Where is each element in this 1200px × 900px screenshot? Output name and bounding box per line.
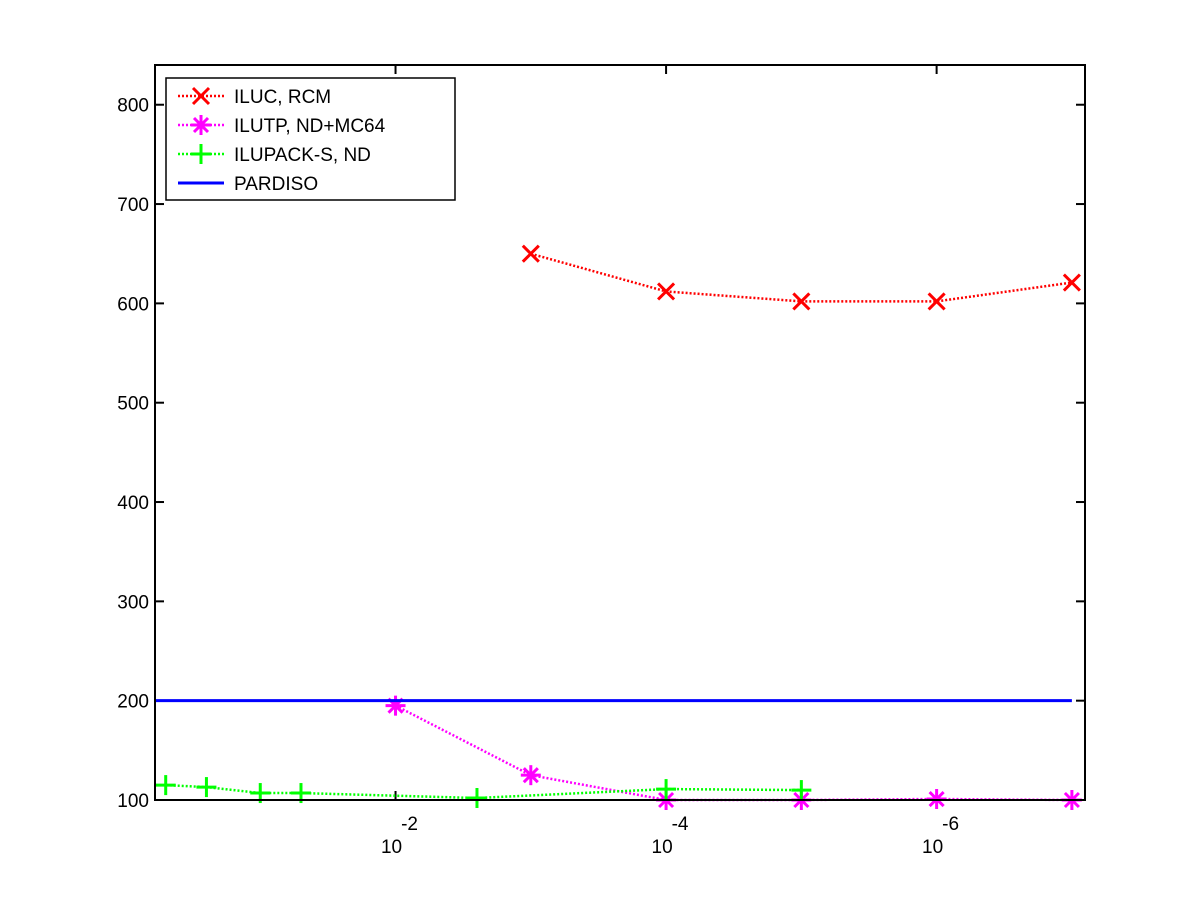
legend-marker [191,144,211,164]
legend-label: ILUPACK-S, ND [234,145,371,166]
legend-label: PARDISO [234,174,318,195]
marker [520,765,541,786]
y-tick-label: 400 [117,493,149,514]
marker-stroke [521,244,540,263]
y-tick-label: 200 [117,692,149,713]
marker-stroke [657,282,676,301]
y-tick-label: 100 [117,791,149,812]
x-tick-label: 10 [652,837,673,858]
plot-frame [154,64,1086,801]
x-tick-label: 10 [381,837,402,858]
marker [385,695,406,716]
marker [521,244,540,263]
legend-marker [191,115,211,135]
marker [155,775,176,796]
x-tick-label: 10 [922,837,943,858]
y-tick-label: 600 [117,294,149,315]
legend-box [165,77,456,201]
y-tick-label: 700 [117,195,149,216]
marker [657,282,676,301]
marker [791,780,812,801]
marker-stroke [1062,273,1081,292]
y-tick-label: 500 [117,394,149,415]
marker-stroke [927,292,946,311]
legend-marker-stroke [192,116,210,134]
legend-label: ILUC, RCM [234,87,331,108]
marker [1062,273,1081,292]
legend-label: ILUTP, ND+MC64 [234,116,386,137]
marker [656,779,677,800]
y-tick-label: 800 [117,96,149,117]
x-tick-exponent: -4 [672,814,689,835]
marker [792,292,811,311]
x-tick-exponent: -2 [401,814,418,835]
marker [466,788,487,809]
x-tick-exponent: -6 [942,814,959,835]
marker-stroke [792,292,811,311]
marker-stroke [522,767,539,784]
marker [927,292,946,311]
marker [196,777,217,798]
legend-marker [191,86,211,106]
legend-marker-stroke [191,86,211,106]
y-tick-label: 300 [117,592,149,613]
